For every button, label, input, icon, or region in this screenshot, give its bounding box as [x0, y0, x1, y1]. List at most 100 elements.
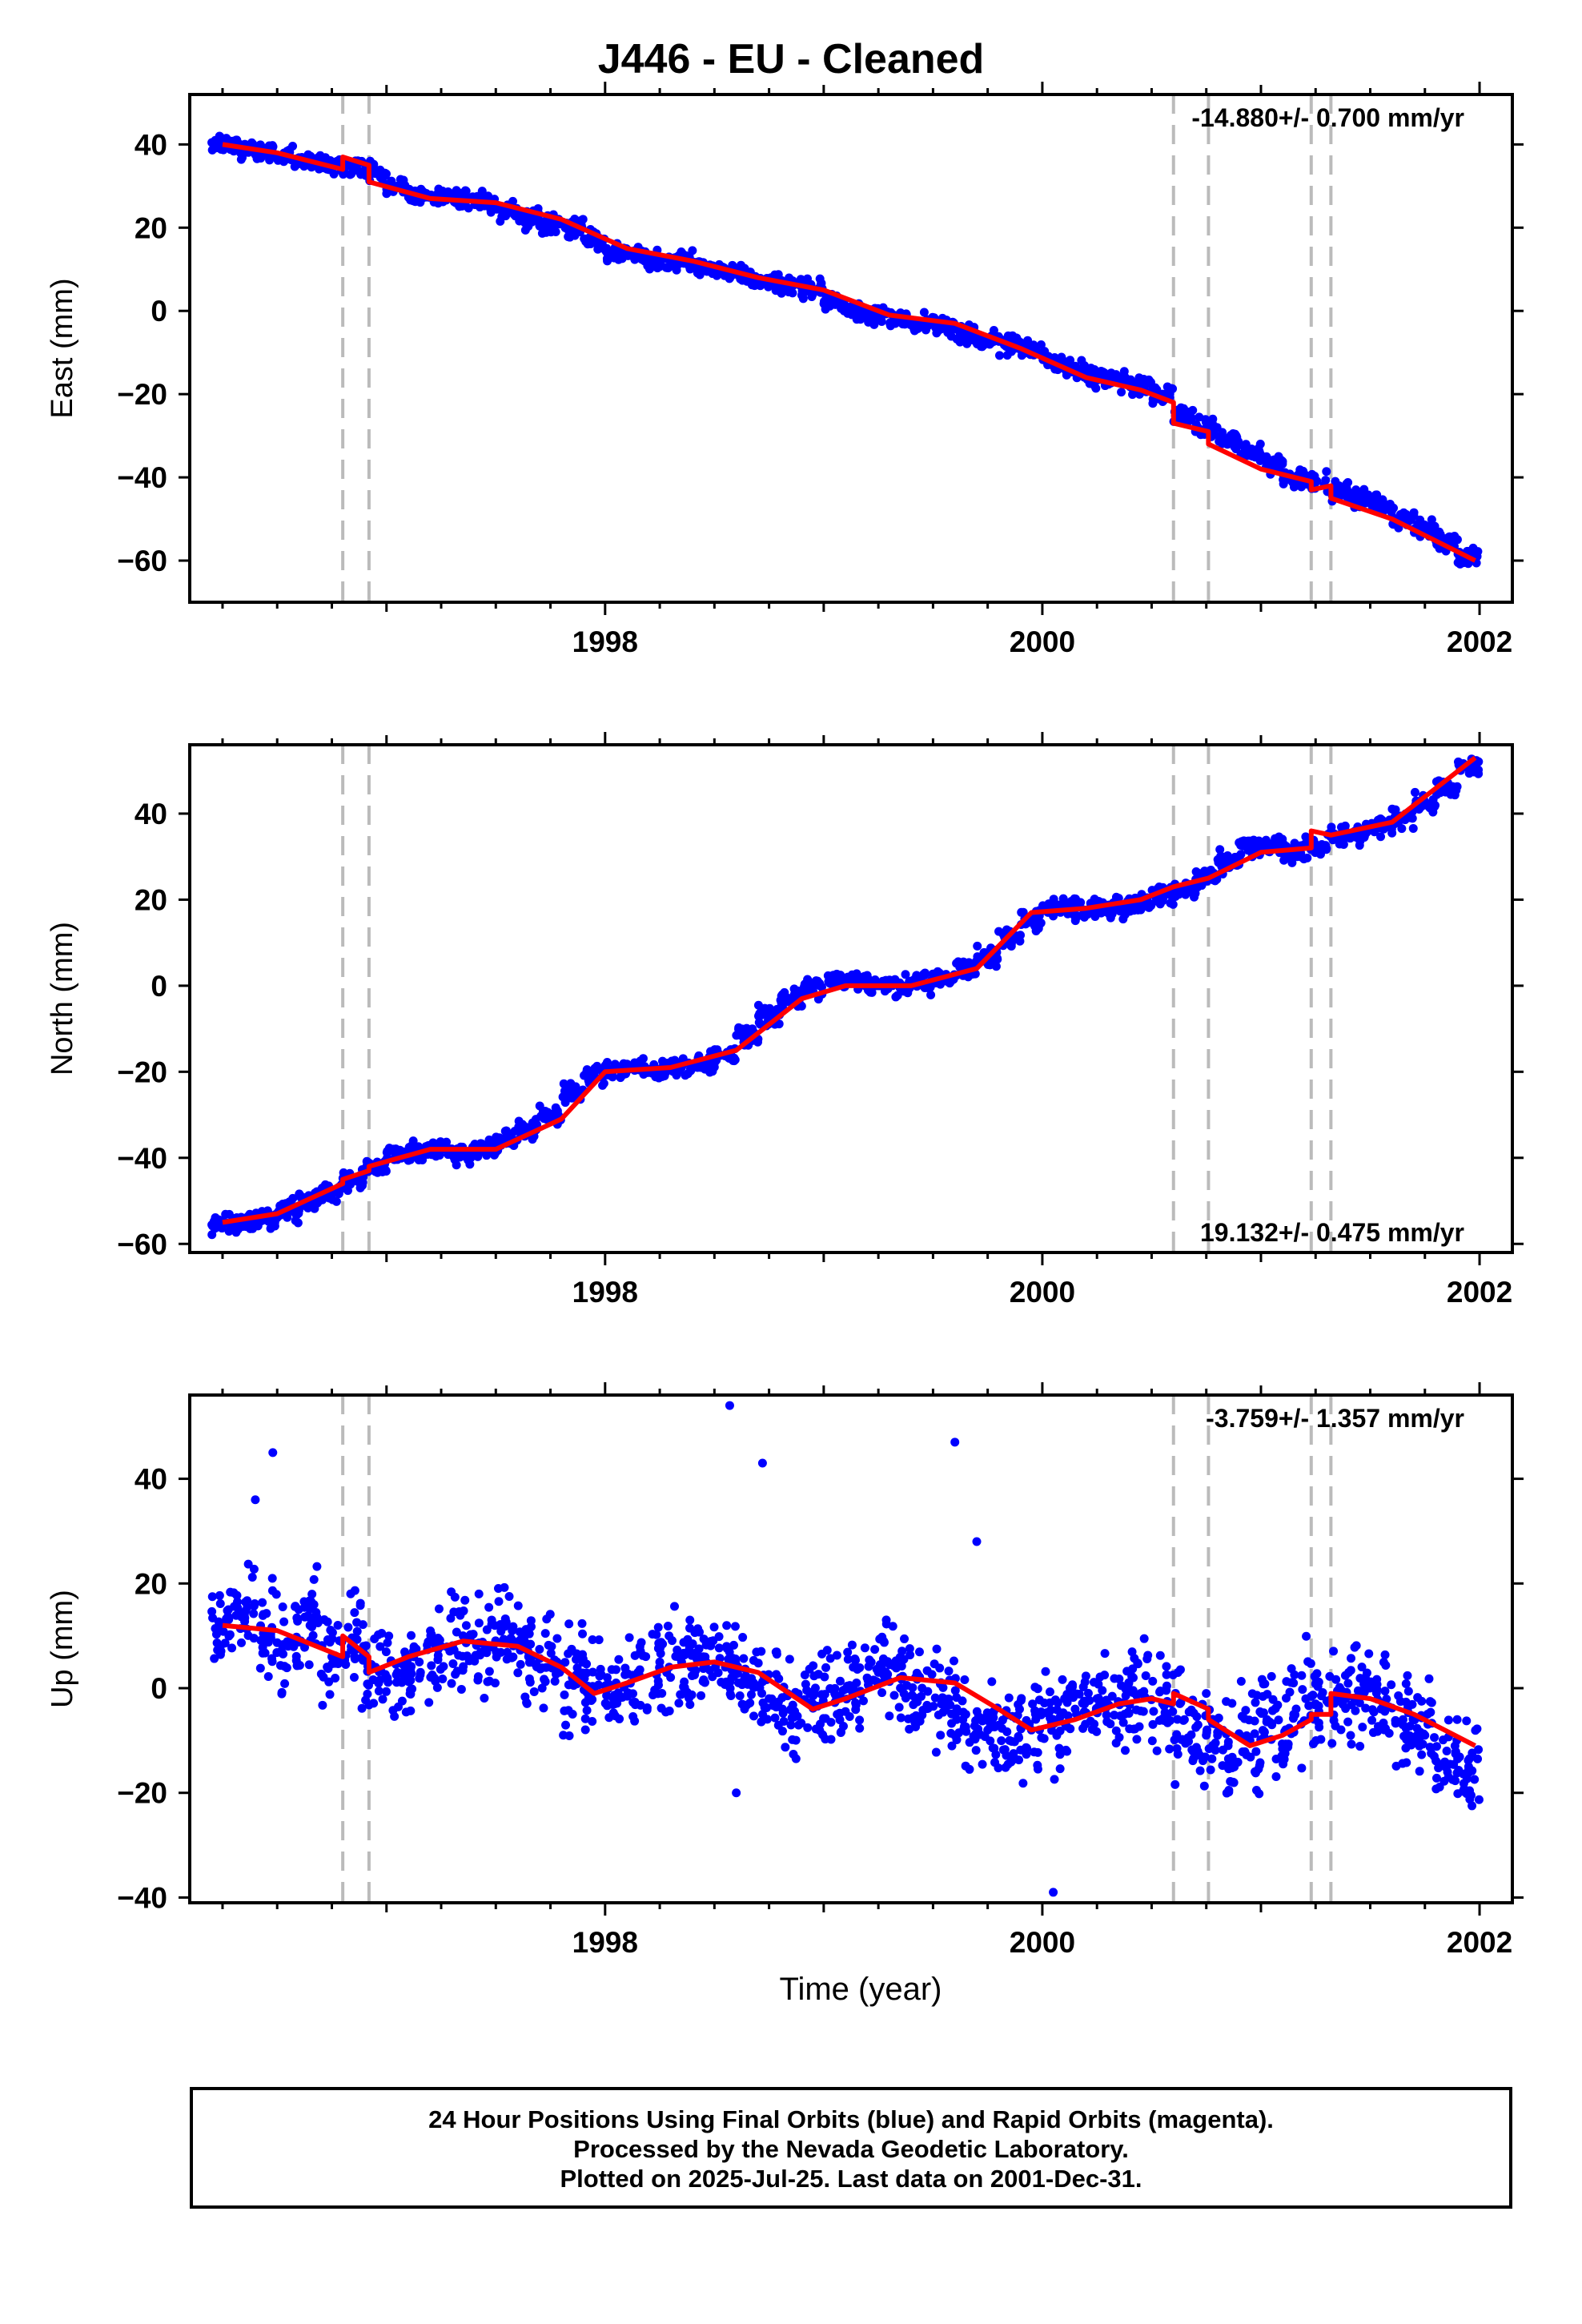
- y-tick-label: −60: [117, 545, 167, 577]
- data-point: [950, 1437, 960, 1447]
- data-point: [1282, 1693, 1291, 1703]
- data-point: [1391, 805, 1400, 814]
- data-point: [560, 1658, 570, 1667]
- data-point: [950, 1686, 960, 1695]
- data-point: [293, 1616, 303, 1626]
- data-point: [602, 1673, 612, 1683]
- data-point: [208, 1613, 218, 1622]
- data-point: [267, 1586, 277, 1595]
- data-point: [1111, 1739, 1121, 1748]
- data-point: [1452, 1715, 1462, 1724]
- data-point: [520, 216, 530, 226]
- data-point: [923, 1687, 933, 1696]
- data-point: [476, 1647, 485, 1657]
- data-point: [431, 1676, 440, 1686]
- data-point: [1361, 1703, 1371, 1713]
- data-point: [283, 1637, 292, 1647]
- data-point: [1228, 1777, 1238, 1787]
- data-point: [1209, 423, 1219, 432]
- data-point: [346, 1589, 355, 1598]
- data-point: [652, 1630, 661, 1639]
- data-point: [1259, 1727, 1269, 1737]
- data-point: [477, 187, 487, 196]
- data-point: [847, 1640, 857, 1650]
- data-point: [1002, 1751, 1011, 1760]
- data-point: [500, 207, 509, 216]
- data-point: [474, 1618, 484, 1628]
- data-point: [1359, 485, 1369, 494]
- data-point: [333, 1620, 343, 1630]
- data-point: [1355, 836, 1365, 846]
- data-point: [229, 1588, 239, 1598]
- data-point: [989, 326, 998, 336]
- data-point: [375, 1642, 385, 1651]
- data-point: [1215, 845, 1225, 854]
- data-point: [207, 1230, 217, 1240]
- data-point: [460, 1595, 470, 1605]
- data-point: [652, 263, 662, 273]
- data-point: [1473, 1754, 1483, 1763]
- data-point: [740, 1027, 749, 1036]
- data-point: [1431, 1773, 1441, 1783]
- data-point: [1202, 1727, 1211, 1737]
- data-point: [1381, 1660, 1391, 1670]
- data-point: [783, 995, 793, 1004]
- data-point: [350, 1608, 359, 1618]
- data-point: [705, 1068, 715, 1077]
- data-point: [546, 1648, 556, 1658]
- data-point: [362, 1156, 371, 1166]
- data-point: [997, 1736, 1006, 1746]
- data-point: [1271, 1755, 1281, 1764]
- data-point: [722, 1642, 732, 1651]
- data-point: [851, 1699, 861, 1708]
- data-point: [767, 1694, 777, 1703]
- data-point: [1174, 411, 1184, 420]
- data-point: [944, 1694, 954, 1703]
- data-point: [383, 1673, 392, 1683]
- data-point: [1162, 1662, 1171, 1671]
- data-point: [1152, 1746, 1162, 1755]
- data-point: [1297, 1763, 1307, 1773]
- data-point: [1208, 414, 1218, 424]
- data-point: [465, 1160, 475, 1169]
- data-point: [780, 987, 789, 997]
- data-point: [1355, 1742, 1365, 1751]
- data-point: [949, 1656, 958, 1666]
- data-point: [850, 973, 860, 983]
- data-point: [1045, 1706, 1054, 1715]
- data-point: [1357, 1663, 1367, 1672]
- chart-title: J446 - EU - Cleaned: [597, 36, 985, 82]
- data-point: [1165, 1744, 1174, 1754]
- data-point: [247, 1572, 257, 1582]
- data-point: [630, 1651, 640, 1660]
- data-point: [663, 1621, 673, 1630]
- data-point: [1118, 915, 1128, 924]
- data-point: [1239, 836, 1249, 846]
- data-point: [1148, 1719, 1158, 1729]
- data-point: [1331, 1721, 1340, 1731]
- data-point: [838, 1721, 848, 1731]
- data-point: [1149, 1707, 1158, 1716]
- y-tick-label: −20: [117, 378, 167, 411]
- data-point: [733, 1678, 743, 1687]
- data-point: [986, 1736, 995, 1746]
- data-point: [835, 1708, 845, 1718]
- data-point: [283, 1212, 292, 1222]
- data-point: [1443, 1715, 1453, 1725]
- data-point: [748, 1024, 757, 1034]
- data-point: [582, 1706, 592, 1715]
- data-point: [936, 1731, 946, 1740]
- data-point: [1116, 1681, 1126, 1691]
- data-point: [249, 1564, 259, 1574]
- data-point: [1077, 356, 1086, 365]
- data-point: [452, 1627, 461, 1637]
- data-point: [1459, 1779, 1468, 1788]
- data-point: [375, 165, 385, 175]
- data-point: [807, 292, 817, 302]
- data-point: [540, 1629, 550, 1638]
- data-point: [1236, 1676, 1246, 1686]
- data-point: [1427, 1748, 1436, 1758]
- data-point: [1216, 851, 1226, 861]
- data-point: [889, 1691, 899, 1700]
- data-point: [664, 263, 673, 273]
